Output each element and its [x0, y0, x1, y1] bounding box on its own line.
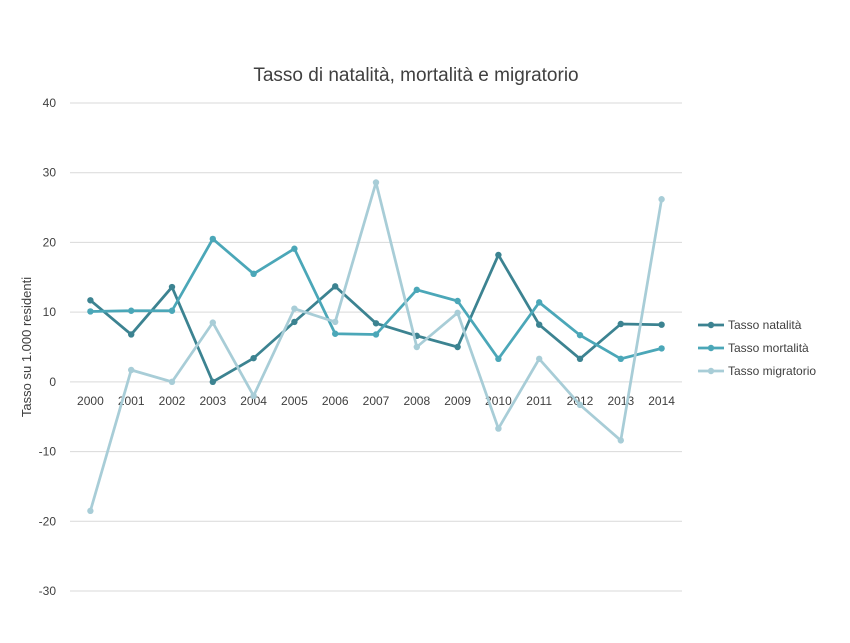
- data-point: [536, 355, 543, 363]
- data-point: [87, 308, 94, 315]
- data-point: [209, 319, 216, 326]
- data-point: [128, 307, 135, 314]
- data-point: [87, 297, 94, 304]
- chart-title: Tasso di natalità, mortalità e migratori…: [253, 65, 578, 86]
- x-tick-label: 2014: [648, 394, 675, 408]
- legend-label: Tasso mortalità: [728, 341, 809, 355]
- data-point: [617, 355, 624, 363]
- y-tick-label: 40: [43, 96, 57, 110]
- data-point: [291, 318, 298, 326]
- x-tick-label: 2003: [199, 394, 226, 408]
- data-point: [576, 355, 584, 363]
- y-axis-label: Tasso su 1.000 residenti: [19, 277, 34, 417]
- series-1: [87, 251, 665, 386]
- x-tick-label: 2002: [159, 394, 186, 408]
- y-tick-label: -30: [39, 584, 57, 598]
- data-point: [658, 345, 665, 352]
- data-point: [536, 299, 543, 306]
- legend-label: Tasso natalità: [728, 318, 802, 332]
- x-tick-label: 2005: [281, 394, 308, 408]
- series-2: [87, 235, 665, 363]
- data-point: [250, 354, 257, 362]
- x-tick-label: 2000: [77, 394, 104, 408]
- data-point: [658, 196, 665, 203]
- data-point: [168, 307, 176, 314]
- y-tick-label: 10: [43, 305, 57, 319]
- legend: Tasso natalità Tasso mortalità Tasso migra…: [698, 318, 816, 378]
- legend-marker: [707, 321, 715, 329]
- data-point: [250, 392, 257, 399]
- legend-label: Tasso migratorio: [728, 364, 816, 378]
- legend-marker: [707, 367, 715, 375]
- data-point: [372, 320, 380, 327]
- x-tick-label: 2006: [322, 394, 349, 408]
- legend-item: Tasso mortalità: [698, 341, 809, 355]
- data-point: [454, 309, 461, 317]
- y-tick-label: 0: [49, 375, 56, 389]
- data-point: [209, 235, 216, 243]
- x-tick-label: 2013: [607, 394, 634, 408]
- data-point: [495, 251, 502, 259]
- y-axis-ticks: -30 -20 -10 0 10 20 30 40: [39, 96, 57, 598]
- data-point: [454, 297, 461, 305]
- data-point: [617, 320, 624, 328]
- data-point: [250, 270, 257, 277]
- data-point: [495, 425, 502, 432]
- data-point: [372, 331, 380, 338]
- x-axis-ticks: 2000 2001 2002 2003 2004 2005 2006 2007 2008 2009…: [77, 394, 675, 408]
- data-point: [413, 286, 420, 294]
- x-tick-label: 2010: [485, 394, 512, 408]
- series-3: [87, 179, 665, 515]
- x-tick-label: 2009: [444, 394, 471, 408]
- data-point: [168, 283, 176, 291]
- data-point: [291, 305, 298, 312]
- legend-marker: [707, 344, 715, 352]
- data-point: [332, 283, 339, 290]
- data-point: [576, 401, 584, 409]
- data-point: [495, 355, 502, 363]
- data-point: [617, 437, 624, 444]
- data-point: [576, 331, 584, 339]
- data-point: [454, 343, 461, 351]
- data-point: [128, 366, 135, 374]
- y-tick-label: 30: [43, 166, 57, 180]
- data-point: [413, 343, 420, 351]
- data-point: [128, 331, 135, 338]
- series-lines: [87, 179, 665, 515]
- data-point: [536, 321, 543, 328]
- x-tick-label: 2008: [403, 394, 430, 408]
- data-point: [209, 378, 216, 386]
- legend-item: Tasso natalità: [698, 318, 802, 332]
- data-point: [291, 245, 298, 252]
- data-point: [87, 507, 94, 515]
- x-tick-label: 2004: [240, 394, 267, 408]
- y-tick-label: -20: [39, 514, 57, 528]
- gridlines: [70, 102, 682, 592]
- x-tick-label: 2011: [526, 394, 552, 408]
- y-tick-label: -10: [39, 445, 57, 459]
- data-point: [372, 179, 380, 186]
- data-point: [658, 321, 665, 328]
- legend-item: Tasso migratorio: [698, 364, 816, 378]
- x-tick-label: 2007: [363, 394, 390, 408]
- data-point: [168, 378, 176, 386]
- y-tick-label: 20: [43, 235, 57, 249]
- series-line: [89, 253, 662, 384]
- data-point: [332, 330, 339, 337]
- series-line: [89, 181, 663, 512]
- data-point: [332, 318, 339, 326]
